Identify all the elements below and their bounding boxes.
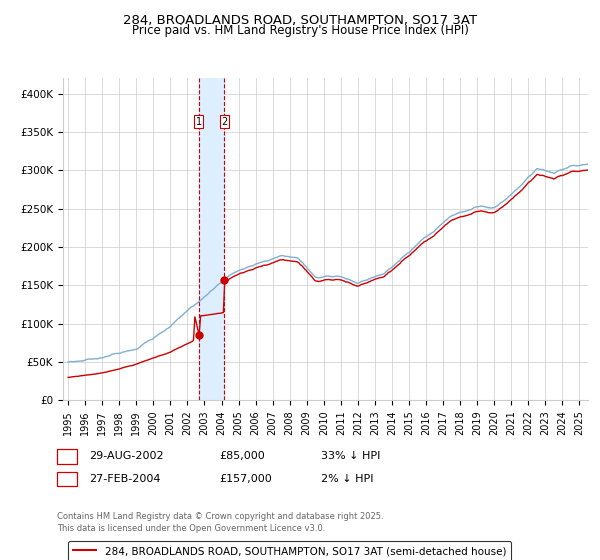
Text: 2: 2 [221,117,227,127]
Text: £157,000: £157,000 [219,474,272,484]
Text: Contains HM Land Registry data © Crown copyright and database right 2025.
This d: Contains HM Land Registry data © Crown c… [57,512,383,533]
Bar [199,78,224,400]
Text: 1: 1 [64,451,71,461]
Text: 33% ↓ HPI: 33% ↓ HPI [321,451,380,461]
Text: 284, BROADLANDS ROAD, SOUTHAMPTON, SO17 3AT: 284, BROADLANDS ROAD, SOUTHAMPTON, SO17 … [123,14,477,27]
Text: £85,000: £85,000 [219,451,265,461]
Text: 1: 1 [196,117,202,127]
Legend: 284, BROADLANDS ROAD, SOUTHAMPTON, SO17 3AT (semi-detached house), HPI: Average : 284, BROADLANDS ROAD, SOUTHAMPTON, SO17 … [68,541,511,560]
Text: Price paid vs. HM Land Registry's House Price Index (HPI): Price paid vs. HM Land Registry's House … [131,24,469,37]
Text: 2% ↓ HPI: 2% ↓ HPI [321,474,373,484]
Text: 2: 2 [64,474,71,484]
Text: 27-FEB-2004: 27-FEB-2004 [89,474,160,484]
Text: 29-AUG-2002: 29-AUG-2002 [89,451,163,461]
